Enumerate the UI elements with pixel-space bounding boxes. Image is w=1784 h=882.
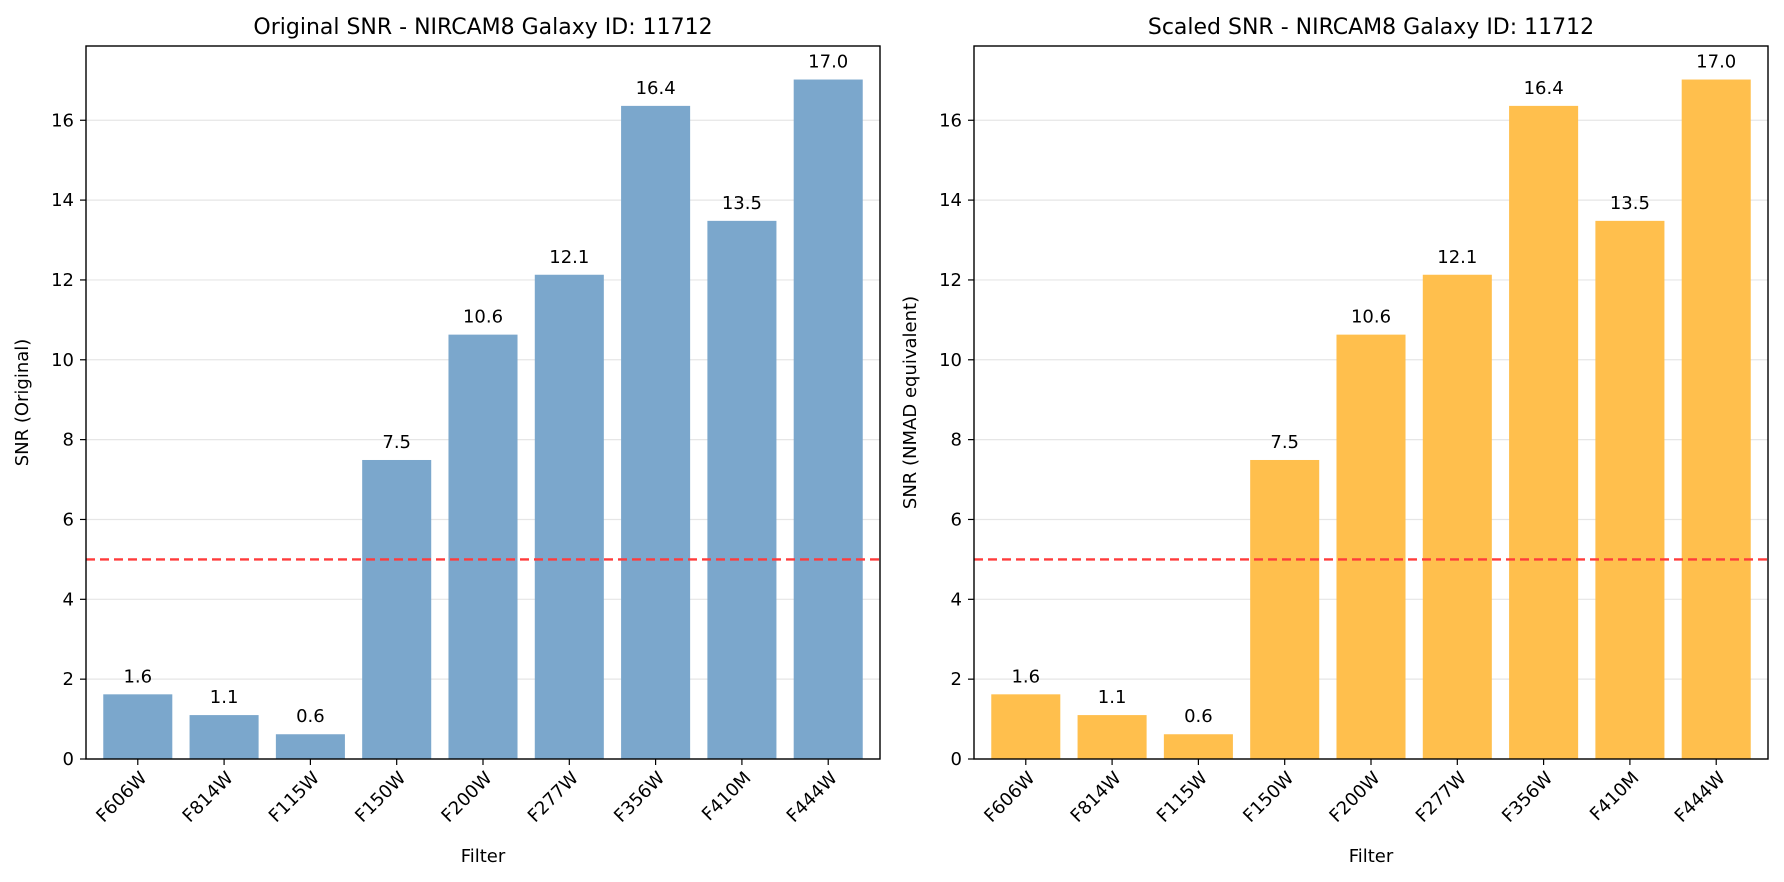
bar-value-label: 1.6 — [1011, 666, 1040, 687]
x-tick-label: F814W — [1067, 768, 1126, 827]
bar-f200w — [1336, 334, 1406, 759]
x-tick-label: F200W — [437, 768, 496, 827]
x-tick-label: F150W — [1239, 768, 1298, 827]
y-tick-label: 16 — [939, 110, 962, 131]
y-tick-label: 10 — [51, 350, 74, 371]
x-tick-label: F444W — [783, 768, 842, 827]
bar-value-label: 0.6 — [296, 706, 325, 727]
bar-f277w — [534, 274, 604, 759]
bar-f356w — [1509, 105, 1579, 759]
bar-value-label: 12.1 — [549, 247, 589, 268]
bar-value-label: 17.0 — [808, 52, 848, 73]
y-tick-label: 8 — [951, 430, 962, 451]
bar-f115w — [1163, 734, 1233, 759]
bar-value-label: 0.6 — [1184, 706, 1213, 727]
bar-f356w — [621, 105, 691, 759]
bar-value-label: 16.4 — [636, 78, 676, 99]
x-tick-label: F115W — [1153, 768, 1212, 827]
x-tick-label: F200W — [1325, 768, 1384, 827]
chart-title: Scaled SNR - NIRCAM8 Galaxy ID: 11712 — [1148, 15, 1594, 40]
y-tick-label: 6 — [63, 509, 74, 530]
x-tick-label: F410M — [1586, 768, 1643, 825]
bar-f410m — [707, 220, 777, 759]
bar-value-label: 1.1 — [210, 687, 239, 708]
bar-value-label: 13.5 — [1610, 193, 1650, 214]
x-axis-label: Filter — [1349, 846, 1394, 867]
bar-value-label: 16.4 — [1524, 78, 1564, 99]
y-tick-label: 0 — [63, 749, 74, 770]
x-tick-label: F356W — [610, 768, 669, 827]
bar-value-label: 1.1 — [1098, 687, 1127, 708]
bar-f150w — [362, 459, 432, 759]
x-axis-label: Filter — [461, 846, 506, 867]
bar-f410m — [1595, 220, 1665, 759]
bar-f200w — [448, 334, 518, 759]
bar-value-label: 7.5 — [1270, 432, 1299, 453]
y-tick-label: 2 — [951, 669, 962, 690]
x-tick-label: F277W — [1412, 768, 1471, 827]
bar-f115w — [275, 734, 345, 759]
bar-value-label: 12.1 — [1437, 247, 1477, 268]
y-tick-label: 0 — [951, 749, 962, 770]
y-axis-label: SNR (NMAD equivalent) — [900, 296, 921, 509]
y-tick-label: 2 — [63, 669, 74, 690]
bar-f277w — [1422, 274, 1492, 759]
bar-value-label: 17.0 — [1696, 52, 1736, 73]
bar-value-label: 10.6 — [1351, 307, 1391, 328]
bar-value-label: 13.5 — [722, 193, 762, 214]
y-tick-label: 12 — [51, 270, 74, 291]
x-tick-label: F606W — [92, 768, 151, 827]
y-tick-label: 14 — [939, 190, 962, 211]
y-tick-label: 4 — [63, 589, 74, 610]
x-tick-label: F814W — [179, 768, 238, 827]
bar-value-label: 7.5 — [382, 432, 411, 453]
x-tick-label: F444W — [1671, 768, 1730, 827]
x-tick-label: F606W — [980, 768, 1039, 827]
bar-value-label: 1.6 — [123, 666, 152, 687]
bar-f444w — [793, 79, 863, 759]
bar-f814w — [1077, 715, 1147, 759]
chart-panel-1: 1.6 1.1 0.6 7.5 10.6 12.1 16.4 13.5 17.0 0 2 4 6 8 10 1… — [12, 15, 881, 867]
chart-panel-2: 1.6 1.1 0.6 7.5 10.6 12.1 16.4 13.5 17.0 0 2 4 6 8 10 1… — [900, 15, 1769, 867]
bar-f606w — [103, 694, 173, 759]
y-tick-label: 8 — [63, 430, 74, 451]
chart-title: Original SNR - NIRCAM8 Galaxy ID: 11712 — [253, 15, 712, 40]
bar-f150w — [1250, 459, 1320, 759]
x-tick-label: F410M — [698, 768, 755, 825]
y-tick-label: 16 — [51, 110, 74, 131]
bar-f444w — [1681, 79, 1751, 759]
x-tick-label: F115W — [265, 768, 324, 827]
bar-f606w — [991, 694, 1061, 759]
x-tick-label: F356W — [1498, 768, 1557, 827]
x-tick-label: F277W — [524, 768, 583, 827]
y-tick-label: 4 — [951, 589, 962, 610]
bar-value-label: 10.6 — [463, 307, 503, 328]
y-tick-label: 12 — [939, 270, 962, 291]
y-tick-label: 10 — [939, 350, 962, 371]
bar-f814w — [189, 715, 259, 759]
x-tick-label: F150W — [351, 768, 410, 827]
y-axis-label: SNR (Original) — [12, 339, 33, 467]
y-tick-label: 6 — [951, 509, 962, 530]
y-tick-label: 14 — [51, 190, 74, 211]
